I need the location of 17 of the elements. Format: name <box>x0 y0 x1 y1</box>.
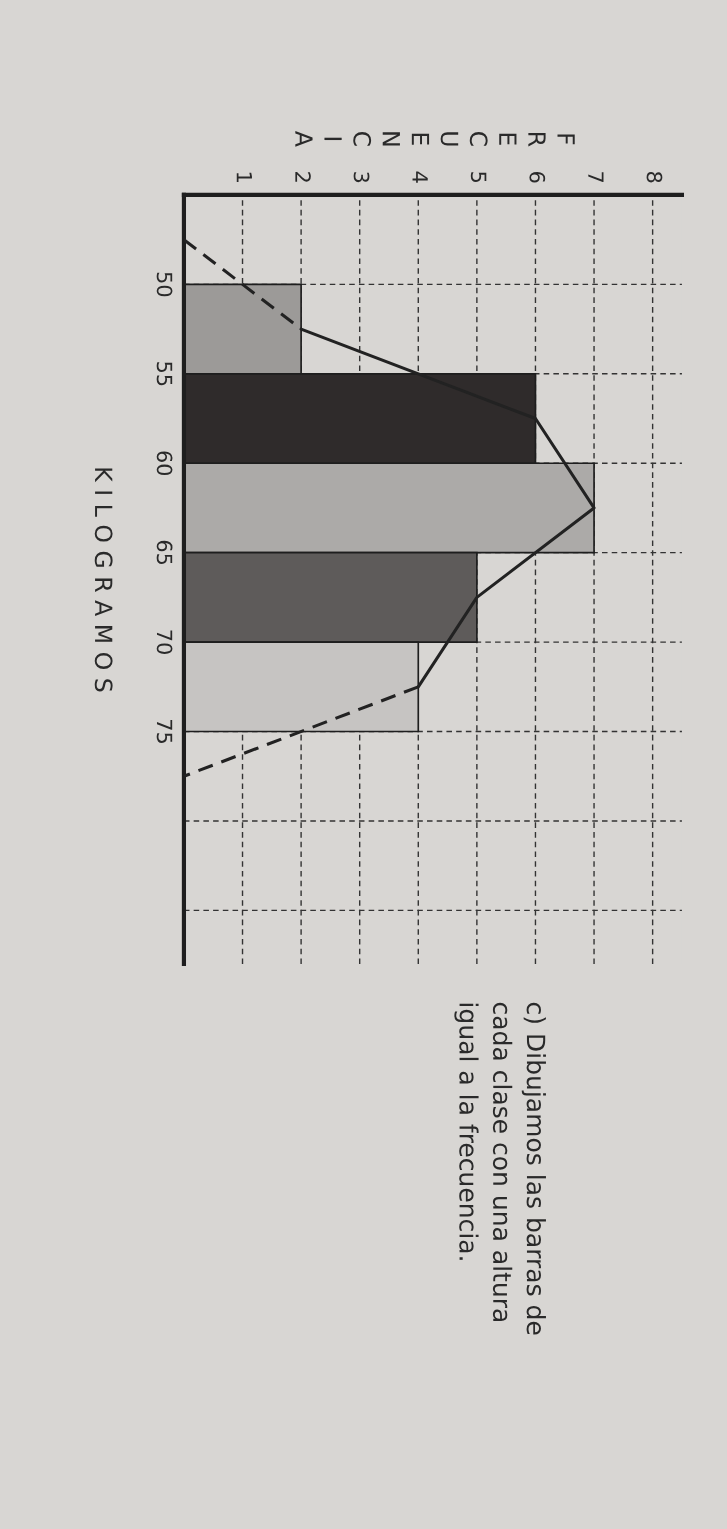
y-tick-label: 60 <box>156 451 173 476</box>
x-tick-label: 2 <box>295 172 311 182</box>
x-tick-label: 5 <box>470 172 487 183</box>
x-tick-label: 4 <box>412 171 428 183</box>
y-tick-label: 75 <box>156 719 173 743</box>
x-tick-label: 6 <box>529 172 546 183</box>
x-tick-label: 8 <box>646 171 663 183</box>
y-tick-label: 55 <box>156 362 173 386</box>
text: FRECUENCIA <box>295 130 575 147</box>
x-tick-label: 3 <box>353 172 370 183</box>
x-tick-label: 1 <box>236 172 252 182</box>
text: c) Dibujamos las barras de cada clase con una altura igual a la frecuencia. <box>454 1002 546 1335</box>
y-tick-label: 70 <box>156 630 173 654</box>
y-tick-label: 65 <box>156 540 173 565</box>
y-tick-label: 50 <box>156 272 173 297</box>
x-tick-label: 7 <box>588 172 604 183</box>
y-axis-title: K I L O G R A M O S <box>94 468 113 692</box>
